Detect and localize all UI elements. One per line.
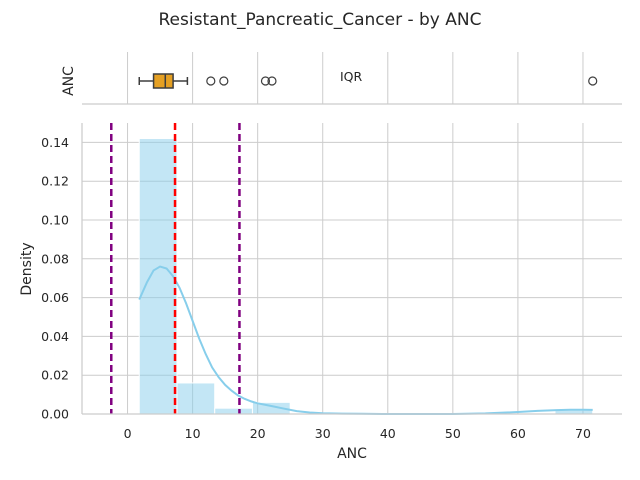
reference-lines	[110, 123, 241, 414]
x-tick-label: 40	[380, 426, 396, 441]
boxplot	[138, 73, 598, 89]
x-axis-title: ANC	[337, 446, 367, 462]
y-tick-label: 0.04	[41, 329, 69, 344]
x-tick-label: 20	[250, 426, 266, 441]
outlier-point	[219, 76, 229, 86]
histogram-bar	[138, 138, 178, 415]
histogram-panel: 0 10 20 30 40 50 60 70 0.00 0.02 0.04 0.06 0.08 0.10…	[19, 123, 622, 462]
x-tick-label: 50	[445, 426, 461, 441]
y-tick-label: 0.08	[41, 251, 69, 266]
y-axis-title: Density	[19, 242, 35, 295]
x-tick-label: 10	[185, 426, 201, 441]
boxplot-gridlines	[127, 52, 584, 104]
iqr-box	[152, 73, 174, 89]
outlier-point	[588, 76, 598, 86]
outlier-point	[206, 76, 216, 86]
y-tick-label: 0.02	[41, 368, 69, 383]
x-tick-label: 0	[124, 426, 132, 441]
y-tick-label: 0.10	[41, 213, 69, 228]
boxplot-y-label: ANC	[61, 66, 77, 96]
x-tick-label: 60	[510, 426, 526, 441]
histogram-bars	[138, 138, 594, 415]
x-tick-label: 70	[575, 426, 591, 441]
figure-title: Resistant_Pancreatic_Cancer - by ANC	[159, 10, 482, 30]
outlier-point	[260, 76, 271, 86]
y-tick-labels: 0.00 0.02 0.04 0.06 0.08 0.10 0.12 0.14	[41, 135, 69, 422]
boxplot-panel: ANC IQR	[61, 52, 622, 105]
x-tick-label: 30	[315, 426, 331, 441]
y-tick-label: 0.14	[41, 135, 69, 150]
histogram-bar	[214, 407, 253, 415]
histogram-bar	[176, 382, 216, 415]
x-tick-labels: 0 10 20 30 40 50 60 70	[124, 426, 591, 441]
outlier-point	[267, 76, 277, 86]
y-tick-label: 0.12	[41, 174, 69, 189]
iqr-annotation: IQR	[340, 69, 363, 84]
kde-curve	[138, 265, 593, 415]
y-tick-label: 0.06	[41, 290, 69, 305]
y-tick-label: 0.00	[41, 407, 69, 422]
